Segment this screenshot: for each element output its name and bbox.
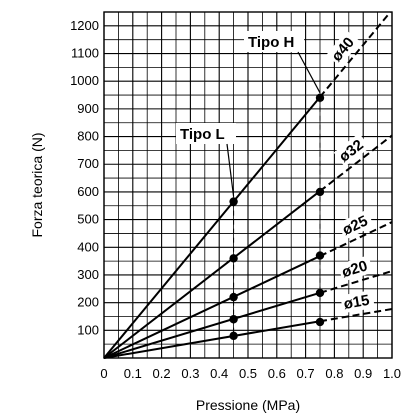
y-tick-label: 900	[77, 101, 99, 116]
y-tick-label: 600	[77, 184, 99, 199]
chart-grid	[103, 11, 393, 359]
series-line	[103, 96, 321, 359]
data-point	[315, 93, 325, 103]
y-tick-label: 1100	[71, 46, 99, 61]
tick-labels: 0 0.1 0.2 0.3 0.4 0.5 0.6 0.7 0.8 0.9 1.0 100 200 300…	[70, 18, 401, 381]
bore-label: ø20	[340, 257, 370, 281]
x-tick-label: 1.0	[383, 366, 401, 381]
data-point	[229, 292, 238, 302]
series-line-extension	[319, 308, 393, 323]
tipo-h-arrow	[297, 51, 321, 94]
bore-label-bg	[337, 209, 375, 240]
tipo-h-label-bg	[244, 31, 304, 52]
series-line-extension	[319, 11, 392, 98]
data-point	[229, 254, 238, 263]
data-point	[315, 251, 325, 260]
series-lines	[103, 11, 393, 359]
y-tick-label: 400	[77, 239, 99, 254]
y-tick-label: 100	[77, 322, 99, 337]
x-tick-label: 0.9	[354, 366, 372, 381]
x-tick-label: 0.5	[239, 366, 257, 381]
y-tick-label: 800	[77, 129, 99, 144]
bore-label-bg	[340, 290, 375, 314]
series-line-extension	[319, 270, 393, 294]
series-line	[103, 320, 321, 359]
x-tick-label: 0.8	[325, 366, 343, 381]
bore-label: ø15	[342, 292, 370, 313]
plot-frame	[103, 11, 393, 359]
tipo-h-label: Tipo H	[248, 34, 294, 51]
y-tick-label: 700	[77, 156, 99, 171]
series-line	[103, 190, 321, 359]
x-tick-label: 0.4	[210, 366, 228, 381]
x-tick-label: 0.7	[297, 366, 315, 381]
bore-label-bg	[326, 30, 361, 67]
bore-label-bg	[333, 133, 371, 167]
y-axis-title: Forza teorica (N)	[29, 132, 45, 237]
x-tick-label: 0.3	[181, 366, 199, 381]
x-tick-label: 0.1	[124, 366, 142, 381]
data-point	[315, 288, 325, 298]
series-line	[103, 291, 321, 359]
tipo-l-label: Tipo L	[180, 126, 225, 143]
series-line-extension	[319, 221, 393, 257]
x-tick-label: 0.6	[268, 366, 286, 381]
x-tick-label: 0.2	[153, 366, 171, 381]
series-line-extension	[319, 134, 393, 192]
y-tick-label: 1000	[70, 73, 99, 88]
annotations: Tipo H Tipo L	[176, 31, 321, 197]
data-point	[315, 187, 325, 197]
data-points	[229, 93, 325, 341]
x-axis-title: Pressione (MPa)	[196, 397, 300, 413]
y-tick-label: 200	[77, 295, 99, 310]
y-tick-label: 1200	[70, 18, 99, 33]
tipo-l-label-bg	[176, 123, 236, 144]
x-tick-label: 0	[100, 366, 107, 381]
dropline-group	[233, 97, 321, 336]
tipo-l-arrow	[226, 143, 235, 197]
data-point	[229, 197, 238, 206]
series-line	[103, 255, 321, 359]
data-point	[229, 315, 238, 324]
y-tick-label: 500	[77, 212, 99, 227]
y-tick-label: 300	[77, 267, 99, 282]
data-point	[229, 331, 238, 341]
bore-label-bg	[337, 255, 374, 282]
data-point	[315, 317, 325, 327]
